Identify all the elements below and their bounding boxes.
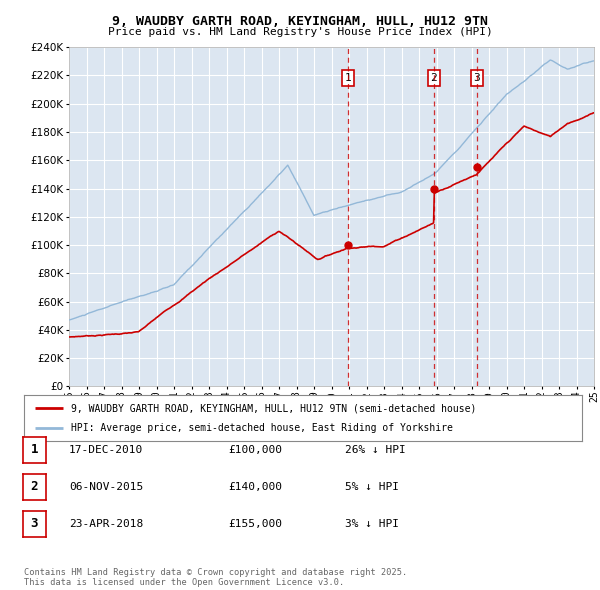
Text: £100,000: £100,000: [228, 445, 282, 454]
Text: 9, WAUDBY GARTH ROAD, KEYINGHAM, HULL, HU12 9TN (semi-detached house): 9, WAUDBY GARTH ROAD, KEYINGHAM, HULL, H…: [71, 403, 477, 413]
Text: 23-APR-2018: 23-APR-2018: [69, 519, 143, 529]
Text: 1: 1: [345, 73, 352, 83]
Text: 3: 3: [473, 73, 480, 83]
Text: £140,000: £140,000: [228, 482, 282, 491]
Text: 3: 3: [31, 517, 38, 530]
Text: Contains HM Land Registry data © Crown copyright and database right 2025.
This d: Contains HM Land Registry data © Crown c…: [24, 568, 407, 587]
Text: 26% ↓ HPI: 26% ↓ HPI: [345, 445, 406, 454]
Text: 17-DEC-2010: 17-DEC-2010: [69, 445, 143, 454]
Text: 9, WAUDBY GARTH ROAD, KEYINGHAM, HULL, HU12 9TN: 9, WAUDBY GARTH ROAD, KEYINGHAM, HULL, H…: [112, 15, 488, 28]
Text: 5% ↓ HPI: 5% ↓ HPI: [345, 482, 399, 491]
Text: 2: 2: [430, 73, 437, 83]
Text: 06-NOV-2015: 06-NOV-2015: [69, 482, 143, 491]
Text: £155,000: £155,000: [228, 519, 282, 529]
Text: 2: 2: [31, 480, 38, 493]
Text: Price paid vs. HM Land Registry's House Price Index (HPI): Price paid vs. HM Land Registry's House …: [107, 27, 493, 37]
Text: 3% ↓ HPI: 3% ↓ HPI: [345, 519, 399, 529]
Text: 1: 1: [31, 443, 38, 456]
Text: HPI: Average price, semi-detached house, East Riding of Yorkshire: HPI: Average price, semi-detached house,…: [71, 424, 454, 434]
